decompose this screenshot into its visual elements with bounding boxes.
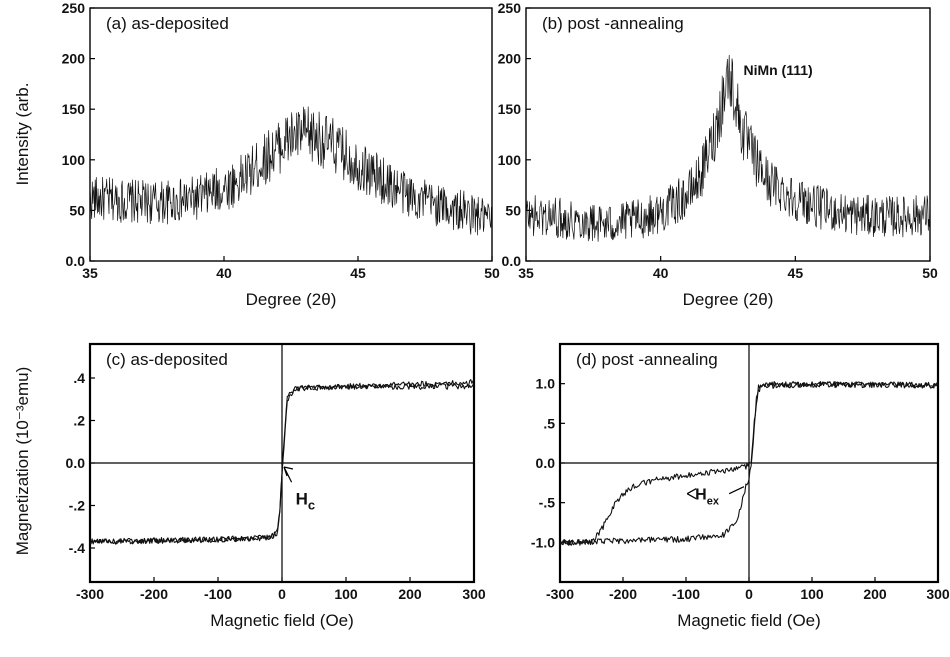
x-tick-label: -300	[546, 586, 574, 602]
y-tick-label: 250	[498, 0, 522, 16]
y-tick-label: .4	[73, 370, 85, 386]
y-tick-label: .2	[73, 413, 85, 429]
y-tick-label: 0.0	[536, 455, 556, 471]
x-axis-label: Magnetic field (Oe)	[677, 611, 821, 630]
x-tick-label: -200	[609, 586, 637, 602]
y-tick-label: 0.0	[66, 253, 86, 269]
panel-title: (d) post -annealing	[576, 350, 718, 369]
y-tick-label: 1.0	[536, 376, 556, 392]
hc-arrow-head	[283, 466, 294, 477]
x-tick-label: 45	[350, 265, 366, 281]
y-tick-label: 100	[498, 152, 522, 168]
y-tick-label: -.5	[539, 495, 556, 511]
peak-label: NiMn (111)	[743, 62, 812, 78]
y-tick-label: -1.0	[531, 534, 555, 550]
x-tick-label: 40	[216, 265, 232, 281]
y-tick-label: .5	[543, 415, 555, 431]
panel-c-hysteresis-as-deposited: -300 -200 -100 0 100 200 300 -.4 -.2 0.0 .2 .4 (c) a…	[13, 342, 486, 630]
y-tick-label: 250	[62, 0, 86, 16]
x-tick-label: 100	[800, 586, 824, 602]
x-tick-label: 35	[82, 265, 98, 281]
x-tick-label: -100	[672, 586, 700, 602]
y-tick-label: 200	[62, 51, 86, 67]
x-axis-label: Degree (2θ)	[683, 290, 774, 309]
plot-frame	[89, 7, 493, 262]
y-tick-label: -.4	[69, 540, 86, 556]
y-tick-label: 50	[69, 202, 85, 218]
x-tick-label: -100	[204, 586, 232, 602]
x-tick-label: 40	[653, 265, 669, 281]
panel-title: (c) as-deposited	[106, 350, 228, 369]
hc-label: Hc	[296, 489, 316, 512]
hex-arrow-right	[728, 486, 745, 495]
y-tick-label: -.2	[69, 498, 86, 514]
y-axis-label: Magnetization (10⁻³emu)	[13, 367, 32, 556]
y-tick-label: 200	[498, 51, 522, 67]
panel-d-hysteresis-post-annealing: -300 -200 -100 0 100 200 300 -1.0 -.5 0.0 .5 1.0 (d)…	[531, 342, 950, 630]
data-series-line-ascending	[559, 381, 939, 546]
y-tick-label: 0.0	[502, 253, 522, 269]
x-axis-label: Magnetic field (Oe)	[210, 611, 354, 630]
x-tick-label: 35	[518, 265, 534, 281]
x-tick-label: 200	[863, 586, 887, 602]
y-tick-label: 100	[62, 152, 86, 168]
panel-a-xrd-as-deposited: 35 40 45 50 0.0 50 100 150 200 250 (a) as-deposite…	[13, 0, 500, 309]
panel-title: (b) post -annealing	[542, 14, 684, 33]
panel-title: (a) as-deposited	[106, 14, 229, 33]
x-tick-label: 0	[745, 586, 753, 602]
hex-label: Hex	[695, 487, 720, 508]
y-tick-label: 0.0	[66, 455, 86, 471]
y-tick-label: 150	[498, 101, 522, 117]
hc-subscript: c	[308, 497, 315, 512]
x-tick-label: -300	[76, 586, 104, 602]
hex-subscript: ex	[707, 496, 720, 508]
y-axis-label: Intensity (arb.	[13, 83, 32, 186]
x-tick-label: 300	[462, 586, 486, 602]
plot-frame	[525, 7, 931, 262]
panel-b-xrd-post-annealing: 35 40 45 50 0.0 50 100 150 200 250 (b) post -annea…	[498, 0, 938, 309]
x-tick-label: 0	[278, 586, 286, 602]
x-tick-label: 45	[788, 265, 804, 281]
data-series-line	[89, 106, 493, 236]
x-axis-label: Degree (2θ)	[246, 290, 337, 309]
x-tick-label: 50	[922, 265, 938, 281]
y-tick-label: 150	[62, 101, 86, 117]
hex-arrow-left	[686, 488, 697, 500]
data-series-line-ascending	[89, 379, 475, 545]
x-tick-label: 100	[334, 586, 358, 602]
x-tick-label: -200	[140, 586, 168, 602]
x-tick-label: 200	[398, 586, 422, 602]
y-tick-label: 50	[505, 202, 521, 218]
x-tick-label: 50	[484, 265, 500, 281]
data-series-line-descending	[559, 381, 939, 546]
data-series-line	[525, 54, 931, 242]
x-tick-label: 300	[926, 586, 950, 602]
